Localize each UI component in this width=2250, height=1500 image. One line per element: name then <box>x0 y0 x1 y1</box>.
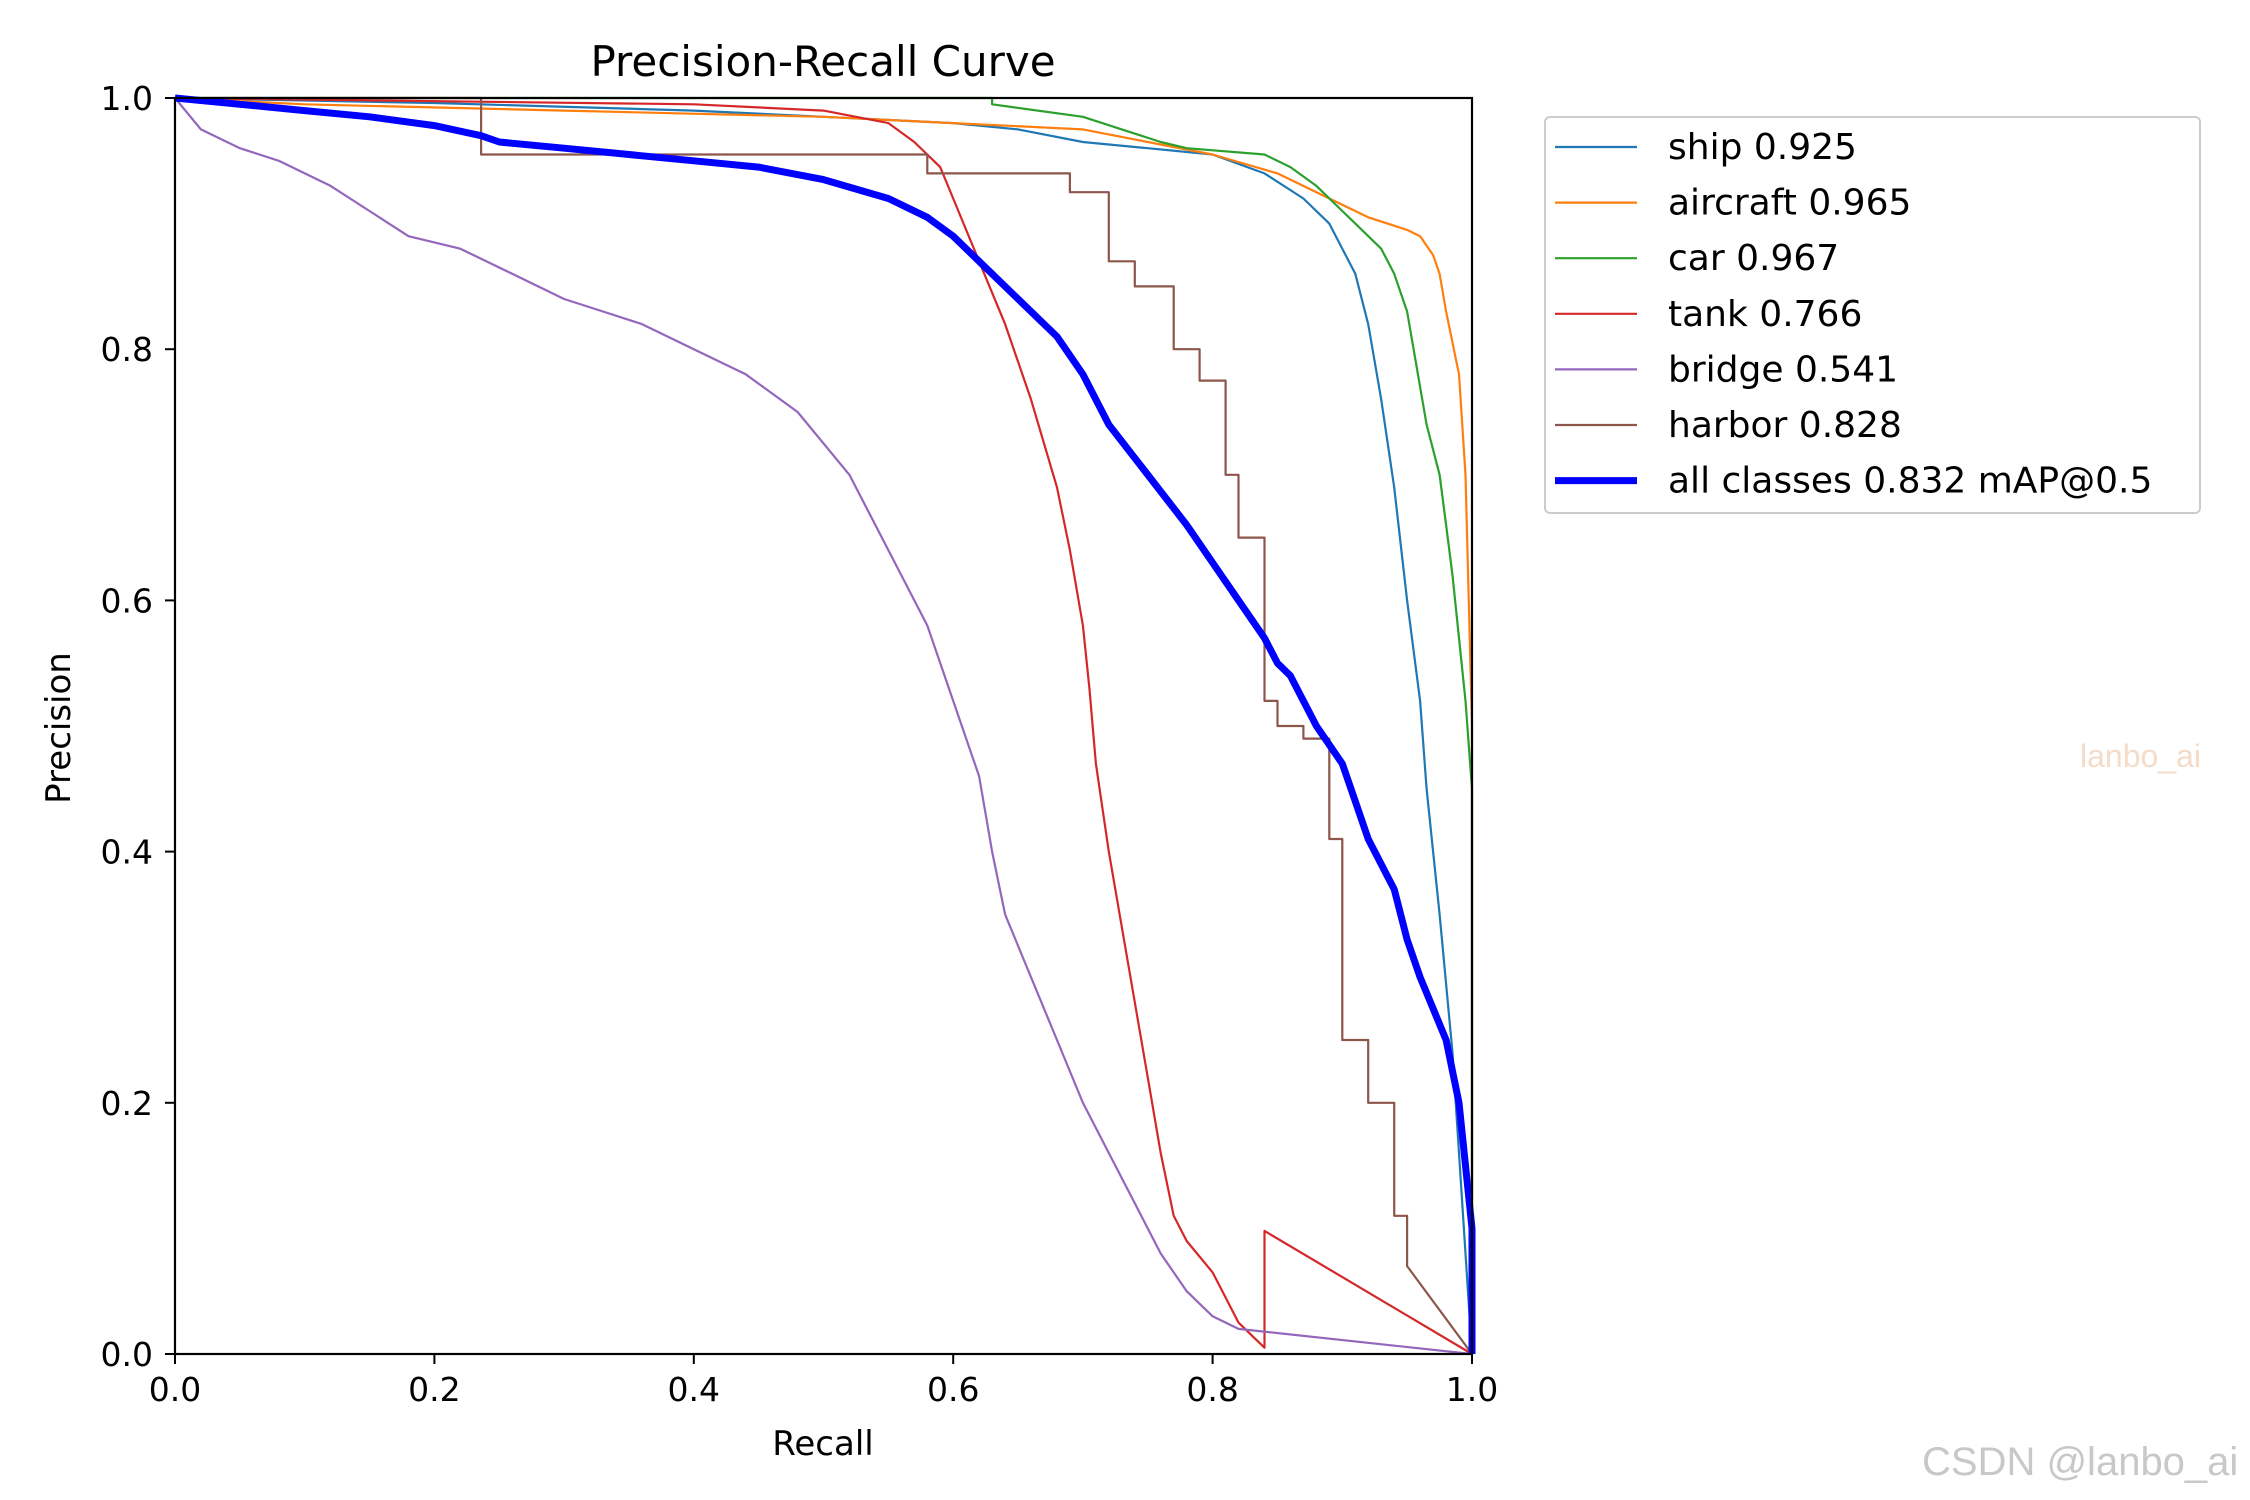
y-tick-label: 0.6 <box>101 581 153 620</box>
x-tick-label: 0.6 <box>927 1370 979 1409</box>
chart-title: Precision-Recall Curve <box>590 37 1055 86</box>
series-line-car <box>175 96 1474 1354</box>
x-axis-label: Recall <box>772 1424 873 1464</box>
x-tick-label: 0.8 <box>1186 1370 1238 1409</box>
y-tick-label: 1.0 <box>101 79 153 118</box>
watermark-corner: CSDN @lanbo_ai <box>1922 1440 2239 1484</box>
x-tick-label: 1.0 <box>1446 1370 1498 1409</box>
series-line-all <box>174 94 1476 1354</box>
plot-frame <box>173 96 1474 1356</box>
legend-label: ship 0.925 <box>1668 127 1857 168</box>
x-tick-label: 0.4 <box>668 1370 720 1409</box>
legend-label: all classes 0.832 mAP@0.5 <box>1668 461 2152 502</box>
legend-label: car 0.967 <box>1668 238 1839 279</box>
x-tick-label: 0.0 <box>149 1370 201 1409</box>
watermark-center: lanbo_ai <box>2080 738 2201 774</box>
y-tick-label: 0.4 <box>101 833 153 872</box>
legend-label: tank 0.766 <box>1668 294 1862 335</box>
x-tick-label: 0.2 <box>408 1370 460 1409</box>
series-line-harbor <box>175 96 1473 1355</box>
series-line-tank <box>174 96 1473 1355</box>
series-layer <box>174 94 1476 1356</box>
y-tick-label: 0.0 <box>101 1335 153 1374</box>
legend-label: bridge 0.541 <box>1668 349 1898 390</box>
legend: ship 0.925 aircraft 0.965 car 0.967 tank 0.… <box>1544 116 2201 514</box>
series-line-bridge <box>174 97 1473 1356</box>
legend-box <box>1544 116 2201 514</box>
legend-label: harbor 0.828 <box>1668 405 1902 446</box>
y-tick-label: 0.8 <box>101 330 153 369</box>
y-axis-label: Precision <box>39 652 79 804</box>
ticks-layer: 0.0 0.2 0.4 0.6 0.8 1.0 0.0 0.2 0.4 0.6 0.8 1.0 <box>101 79 1499 1409</box>
y-tick-label: 0.2 <box>101 1084 153 1123</box>
legend-label: aircraft 0.965 <box>1668 183 1911 224</box>
